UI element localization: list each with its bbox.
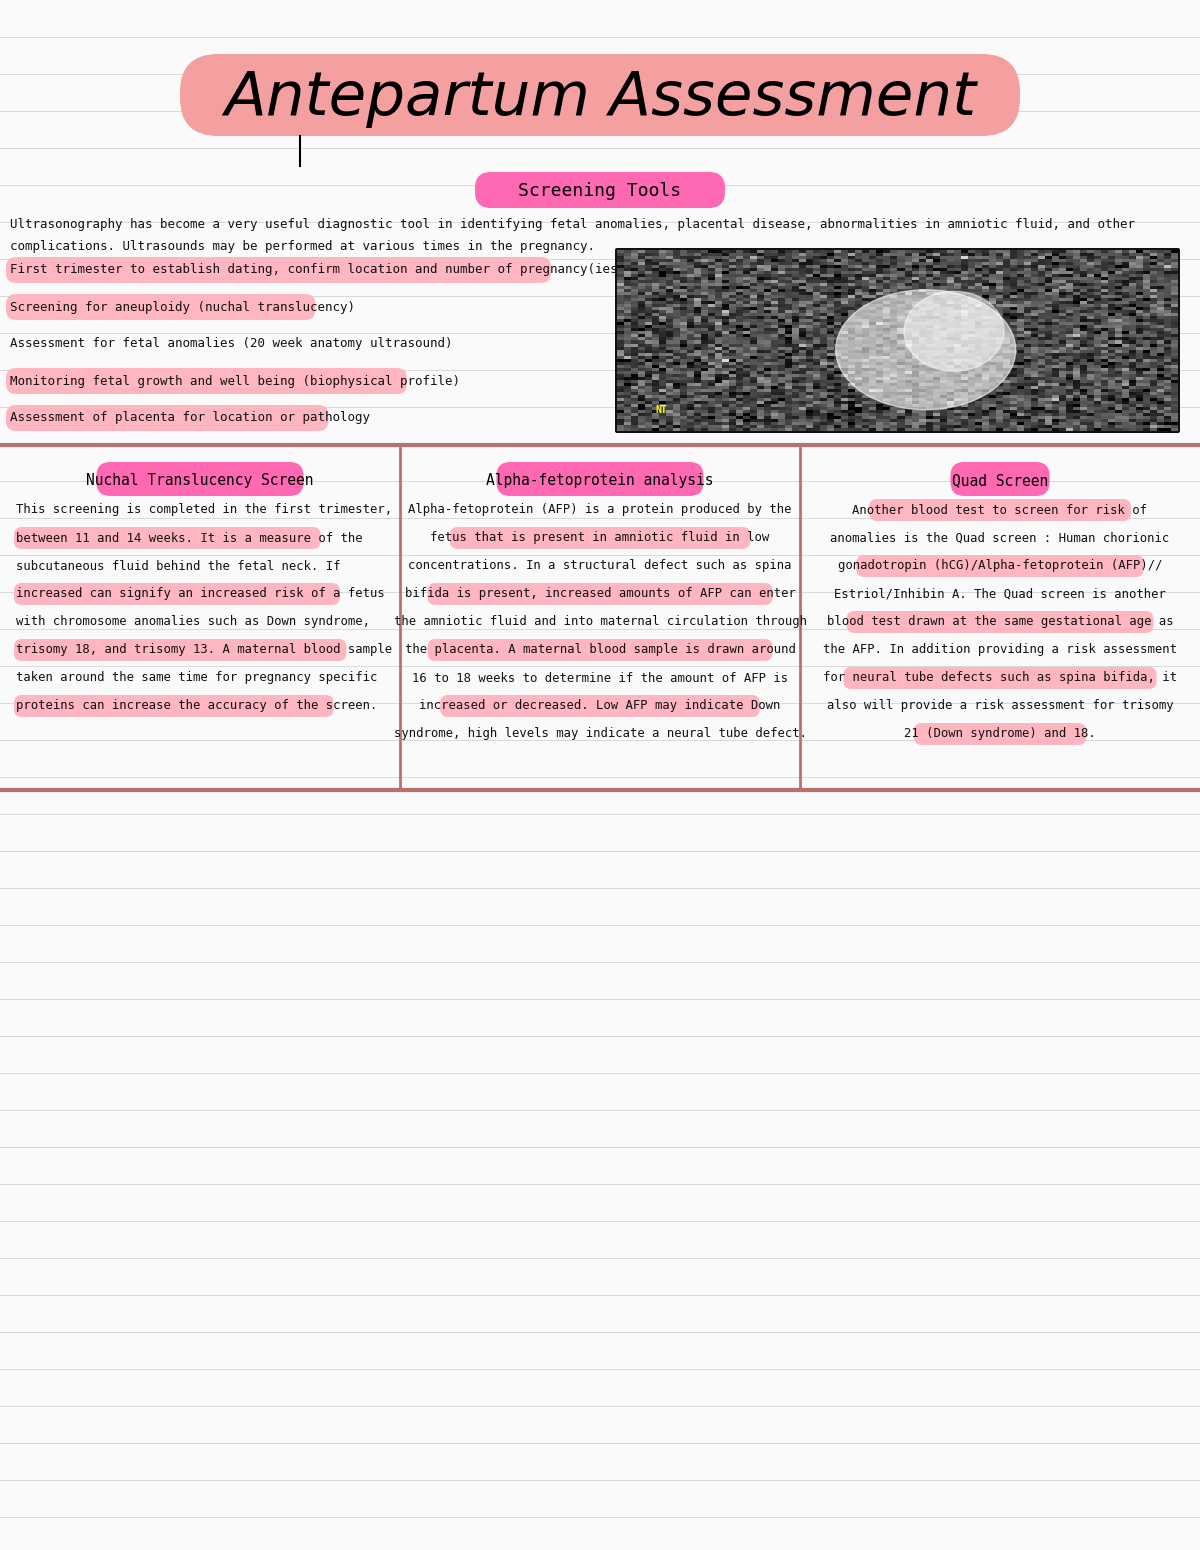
Text: proteins can increase the accuracy of the screen.: proteins can increase the accuracy of th… (16, 699, 377, 713)
Text: blood test drawn at the same gestational age as: blood test drawn at the same gestational… (827, 615, 1174, 628)
Text: Alpha-fetoprotein (AFP) is a protein produced by the: Alpha-fetoprotein (AFP) is a protein pro… (408, 504, 792, 516)
Text: 16 to 18 weeks to determine if the amount of AFP is: 16 to 18 weeks to determine if the amoun… (412, 671, 788, 685)
FancyBboxPatch shape (96, 462, 304, 496)
Text: increased can signify an increased risk of a fetus: increased can signify an increased risk … (16, 587, 385, 600)
Ellipse shape (904, 291, 1004, 372)
FancyBboxPatch shape (844, 666, 1157, 690)
Text: Screening for aneuploidy (nuchal translucency): Screening for aneuploidy (nuchal translu… (10, 301, 355, 313)
Text: the placenta. A maternal blood sample is drawn around: the placenta. A maternal blood sample is… (404, 643, 796, 657)
Text: also will provide a risk assessment for trisomy: also will provide a risk assessment for … (827, 699, 1174, 713)
Text: 21 (Down syndrome) and 18.: 21 (Down syndrome) and 18. (904, 727, 1096, 741)
Text: gonadotropin (hCG)/Alpha-fetoprotein (AFP)//: gonadotropin (hCG)/Alpha-fetoprotein (AF… (838, 560, 1163, 572)
Text: subcutaneous fluid behind the fetal neck. If: subcutaneous fluid behind the fetal neck… (16, 560, 341, 572)
Text: Monitoring fetal growth and well being (biophysical profile): Monitoring fetal growth and well being (… (10, 375, 460, 388)
FancyBboxPatch shape (616, 248, 1180, 432)
FancyBboxPatch shape (497, 462, 703, 496)
Text: the AFP. In addition providing a risk assessment: the AFP. In addition providing a risk as… (823, 643, 1177, 657)
FancyBboxPatch shape (847, 611, 1153, 632)
FancyBboxPatch shape (914, 722, 1086, 746)
Text: Estriol/Inhibin A. The Quad screen is another: Estriol/Inhibin A. The Quad screen is an… (834, 587, 1166, 600)
Text: Screening Tools: Screening Tools (518, 181, 682, 200)
Text: Assessment of placenta for location or pathology: Assessment of placenta for location or p… (10, 411, 370, 425)
FancyBboxPatch shape (6, 405, 329, 431)
Text: concentrations. In a structural defect such as spina: concentrations. In a structural defect s… (408, 560, 792, 572)
FancyBboxPatch shape (857, 555, 1144, 577)
Text: Assessment for fetal anomalies (20 week anatomy ultrasound): Assessment for fetal anomalies (20 week … (10, 338, 452, 350)
Text: Another blood test to screen for risk of: Another blood test to screen for risk of (852, 504, 1147, 516)
Text: increased or decreased. Low AFP may indicate Down: increased or decreased. Low AFP may indi… (419, 699, 781, 713)
FancyBboxPatch shape (180, 54, 1020, 136)
Text: taken around the same time for pregnancy specific: taken around the same time for pregnancy… (16, 671, 377, 685)
FancyBboxPatch shape (6, 367, 407, 394)
Text: trisomy 18, and trisomy 13. A maternal blood sample: trisomy 18, and trisomy 13. A maternal b… (16, 643, 392, 657)
Text: First trimester to establish dating, confirm location and number of pregnancy(ie: First trimester to establish dating, con… (10, 264, 625, 276)
FancyBboxPatch shape (14, 583, 340, 604)
FancyBboxPatch shape (427, 583, 773, 604)
Text: with chromosome anomalies such as Down syndrome,: with chromosome anomalies such as Down s… (16, 615, 370, 628)
FancyBboxPatch shape (450, 527, 750, 549)
Text: Nuchal Translucency Screen: Nuchal Translucency Screen (86, 473, 313, 488)
Ellipse shape (835, 290, 1015, 409)
FancyBboxPatch shape (14, 639, 347, 660)
Text: syndrome, high levels may indicate a neural tube defect.: syndrome, high levels may indicate a neu… (394, 727, 806, 741)
FancyBboxPatch shape (440, 694, 760, 718)
Text: NT: NT (655, 405, 667, 415)
Text: between 11 and 14 weeks. It is a measure of the: between 11 and 14 weeks. It is a measure… (16, 532, 362, 544)
Text: Antepartum Assessment: Antepartum Assessment (224, 68, 976, 127)
Text: This screening is completed in the first trimester,: This screening is completed in the first… (16, 504, 392, 516)
Text: complications. Ultrasounds may be performed at various times in the pregnancy.: complications. Ultrasounds may be perfor… (10, 240, 595, 253)
Text: anomalies is the Quad screen : Human chorionic: anomalies is the Quad screen : Human cho… (830, 532, 1170, 544)
Text: bifida is present, increased amounts of AFP can enter: bifida is present, increased amounts of … (404, 587, 796, 600)
Text: the amniotic fluid and into maternal circulation through: the amniotic fluid and into maternal cir… (394, 615, 806, 628)
FancyBboxPatch shape (427, 639, 773, 660)
FancyBboxPatch shape (6, 294, 316, 319)
FancyBboxPatch shape (6, 257, 551, 284)
Text: Quad Screen: Quad Screen (952, 473, 1048, 488)
Text: Ultrasonography has become a very useful diagnostic tool in identifying fetal an: Ultrasonography has become a very useful… (10, 219, 1135, 231)
FancyBboxPatch shape (14, 694, 334, 718)
FancyBboxPatch shape (950, 462, 1050, 496)
FancyBboxPatch shape (475, 172, 725, 208)
Text: for neural tube defects such as spina bifida, it: for neural tube defects such as spina bi… (823, 671, 1177, 685)
FancyBboxPatch shape (14, 527, 320, 549)
Text: fetus that is present in amniotic fluid in low: fetus that is present in amniotic fluid … (431, 532, 769, 544)
FancyBboxPatch shape (869, 499, 1132, 521)
Text: Alpha-fetoprotein analysis: Alpha-fetoprotein analysis (486, 473, 714, 488)
